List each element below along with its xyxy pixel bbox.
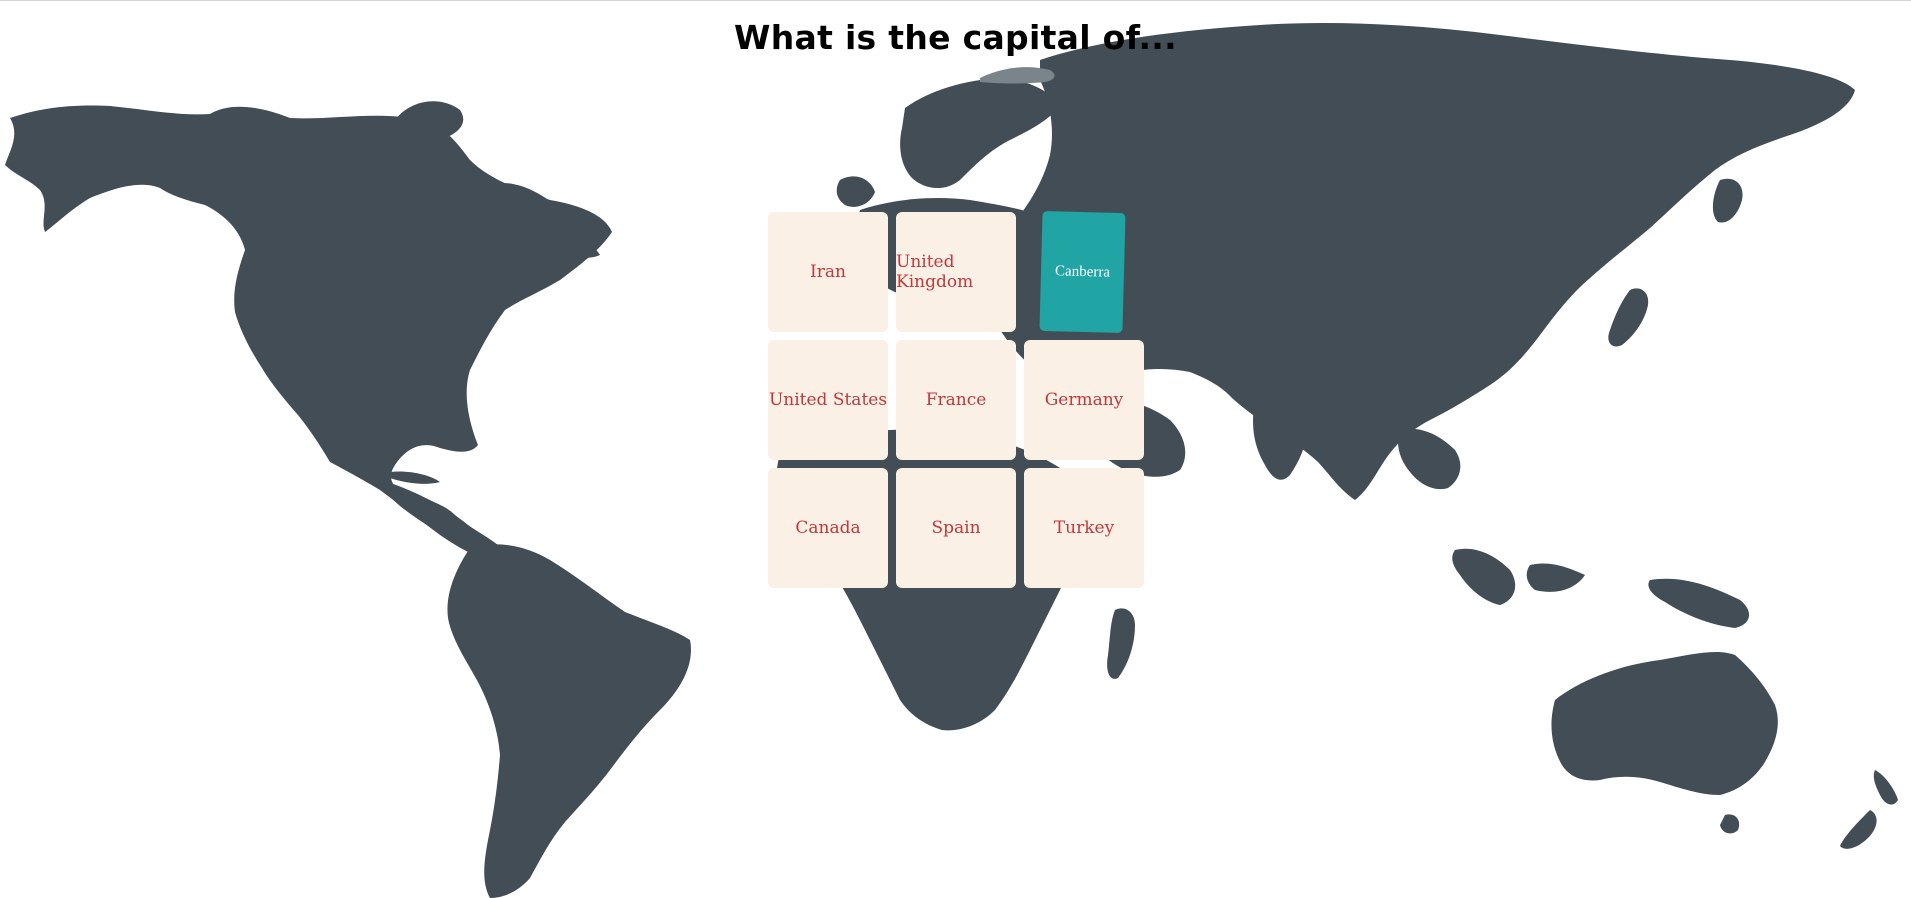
cuba xyxy=(390,471,440,484)
uk-isles xyxy=(836,176,875,207)
country-card-label: Turkey xyxy=(1053,518,1115,538)
country-card-label: United Kingdom xyxy=(896,252,974,292)
southeast-asia xyxy=(1398,428,1461,490)
country-card-united-kingdom[interactable]: United Kingdom xyxy=(896,212,1016,332)
question-title: What is the capital of... xyxy=(734,18,1177,57)
greenland-landmass xyxy=(395,101,464,142)
japan xyxy=(1608,288,1649,347)
new-zealand-north xyxy=(1873,770,1898,805)
indonesia-2 xyxy=(1526,563,1585,592)
country-card-label: France xyxy=(925,390,987,410)
asia-landmass xyxy=(968,23,1855,500)
country-card-label: Canada xyxy=(795,518,861,538)
madagascar xyxy=(1107,608,1135,679)
canadian-archipelago xyxy=(420,164,480,192)
country-card-label: United States xyxy=(768,390,888,410)
indonesia-1 xyxy=(1452,548,1516,605)
capital-card-canberra[interactable]: Canberra xyxy=(1039,210,1126,334)
country-card-france[interactable]: France xyxy=(896,340,1016,460)
country-card-turkey[interactable]: Turkey xyxy=(1024,468,1144,588)
country-card-canada[interactable]: Canada xyxy=(768,468,888,588)
new-guinea xyxy=(1648,578,1750,628)
kamchatka xyxy=(1712,178,1743,223)
australia-landmass xyxy=(1551,652,1778,795)
new-zealand-south xyxy=(1840,810,1877,849)
country-card-label: Iran xyxy=(810,262,846,282)
south-america-landmass xyxy=(447,544,691,898)
country-card-spain[interactable]: Spain xyxy=(896,468,1016,588)
snow-patch xyxy=(980,67,1055,84)
capital-card-label: Canberra xyxy=(1054,263,1111,281)
top-border xyxy=(0,0,1911,1)
north-america-landmass xyxy=(5,105,612,561)
country-card-label: Germany xyxy=(1044,390,1124,410)
tasmania xyxy=(1720,814,1740,834)
country-card-united-states[interactable]: United States xyxy=(768,340,888,460)
country-card-germany[interactable]: Germany xyxy=(1024,340,1144,460)
india-peninsula xyxy=(1253,398,1307,480)
baffin-area xyxy=(490,182,600,258)
central-america xyxy=(380,480,484,549)
scandinavia xyxy=(900,78,1060,189)
country-card-iran[interactable]: Iran xyxy=(768,212,888,332)
country-card-label: Spain xyxy=(931,518,981,538)
